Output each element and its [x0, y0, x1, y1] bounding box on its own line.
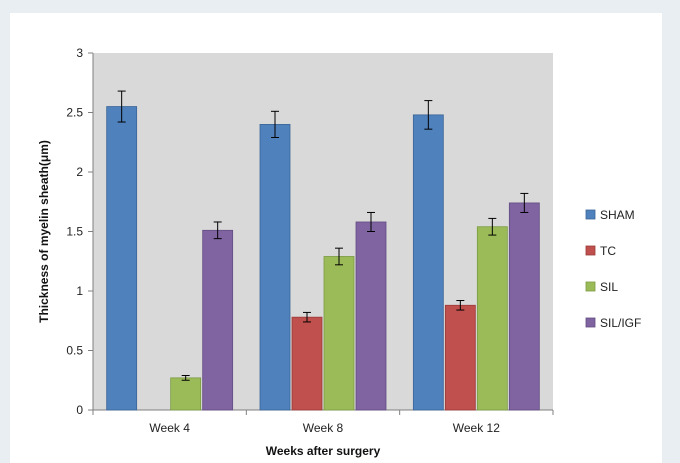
y-tick-label: 0.5 — [66, 344, 83, 358]
legend-label: SHAM — [600, 208, 635, 222]
bar — [444, 304, 476, 411]
y-tick-label: 1 — [76, 284, 83, 298]
bar — [412, 114, 444, 411]
bars — [106, 90, 540, 411]
bar — [476, 226, 508, 411]
legend-swatch — [585, 317, 596, 328]
x-axis-title: Weeks after surgery — [266, 444, 381, 458]
y-tick-label: 3 — [76, 46, 83, 60]
bar — [291, 316, 323, 411]
bar — [202, 229, 234, 411]
bar — [323, 256, 355, 411]
legend: SHAM TC SIL SIL/IGF — [585, 208, 641, 330]
legend-label: SIL/IGF — [600, 316, 641, 330]
y-axis: 0 0.5 1 1.5 2 2.5 3 — [66, 46, 94, 417]
bar — [170, 377, 202, 411]
legend-swatch — [585, 281, 596, 292]
legend-label: TC — [600, 244, 616, 258]
bar — [259, 124, 291, 411]
x-axis: Week 4 Week 8 Week 12 — [92, 409, 554, 435]
legend-label: SIL — [600, 280, 618, 294]
x-tick-label: Week 4 — [149, 421, 190, 435]
bar — [106, 106, 138, 411]
bar — [508, 202, 540, 411]
y-axis-title: Thickness of myelin sheath(μm) — [37, 140, 51, 323]
legend-swatch — [585, 245, 596, 256]
plot-area — [93, 53, 553, 410]
y-tick-label: 1.5 — [66, 225, 83, 239]
x-tick-label: Week 8 — [303, 421, 344, 435]
legend-swatch — [585, 209, 596, 220]
y-tick-label: 2.5 — [66, 106, 83, 120]
bar — [355, 221, 387, 411]
y-tick-label: 2 — [76, 165, 83, 179]
y-tick-label: 0 — [76, 403, 83, 417]
x-tick-label: Week 12 — [453, 421, 500, 435]
